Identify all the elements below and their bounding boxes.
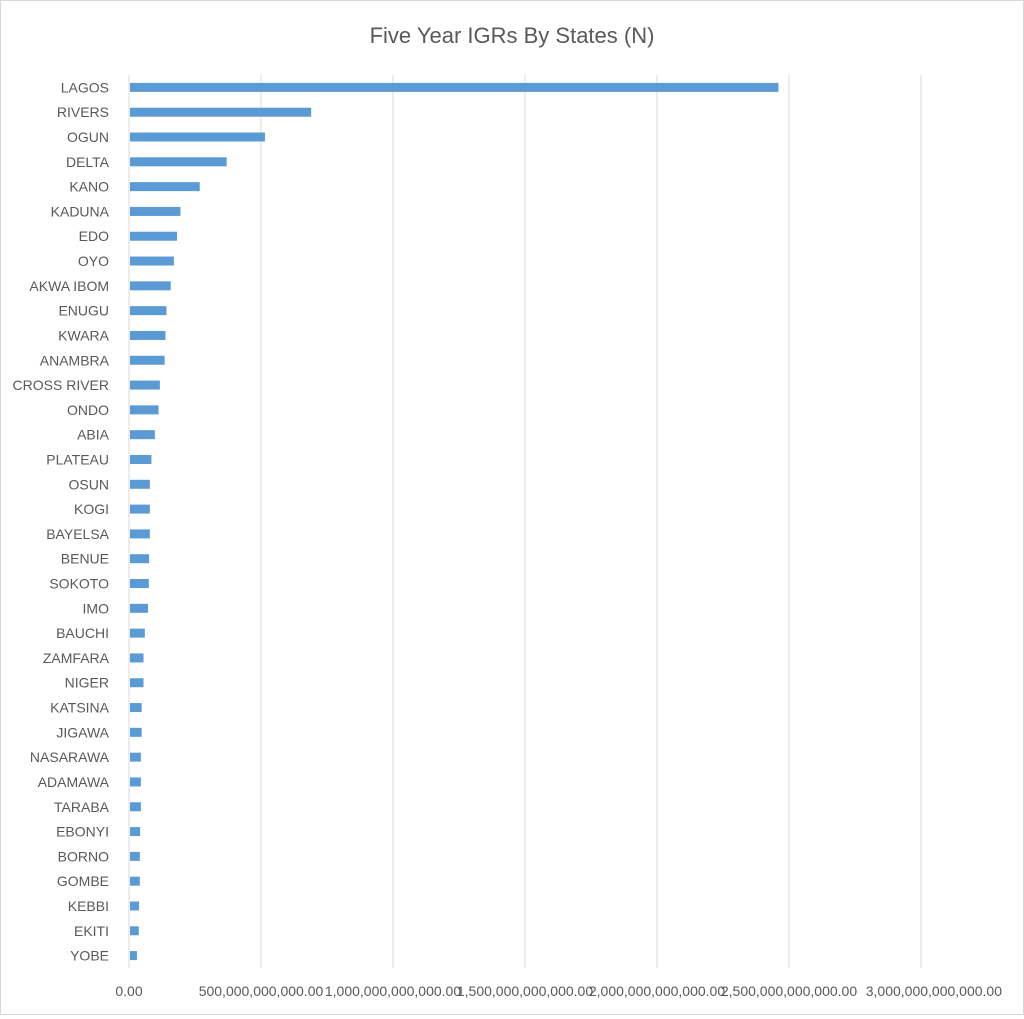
bar [130,901,140,911]
bar [130,653,144,663]
category-label: LAGOS [61,79,109,95]
category-label: PLATEAU [46,451,109,467]
bar [130,504,150,514]
category-label: ABIA [77,427,110,443]
bar [130,727,142,737]
bar [130,579,149,589]
category-label: NASARAWA [30,749,110,765]
bar [130,802,141,812]
x-tick-label: 500,000,000,000.00 [199,983,324,999]
category-label: OGUN [67,129,109,145]
bar [130,827,141,837]
category-label: DELTA [66,154,110,170]
bar [130,355,165,365]
category-label: EBONYI [56,824,109,840]
x-tick-label: 3,000,000,000,000.00 [866,983,1002,999]
bar [130,703,142,713]
category-label: RIVERS [57,104,109,120]
category-label: BAUCHI [56,625,109,641]
category-label: KWARA [58,327,109,343]
category-label: IMO [83,600,110,616]
x-tick-label: 1,500,000,000,000.00 [457,983,593,999]
category-label: KANO [69,179,109,195]
bar [130,405,159,415]
bar [130,529,150,539]
category-label: ADAMAWA [38,774,110,790]
bar [130,182,200,192]
category-label: ANAMBRA [40,352,110,368]
category-label: KATSINA [50,700,110,716]
category-label: CROSS RIVER [13,377,109,393]
category-label: AKWA IBOM [29,278,109,294]
bar [130,107,312,117]
bar [130,256,174,266]
category-label: NIGER [65,675,109,691]
category-label: EKITI [74,923,109,939]
bar [130,951,137,961]
category-labels: LAGOS RIVERS OGUN DELTA KANO KADUNA EDO OYO AKWA… [13,79,110,963]
category-label: ENUGU [58,303,109,319]
bar [130,678,144,688]
bars [130,82,779,961]
category-label: GOMBE [57,873,109,889]
category-label: SOKOTO [49,576,109,592]
bar [130,926,139,936]
x-tick-labels: 0.00 500,000,000,000.00 1,000,000,000,000.… [115,983,1002,999]
bar [130,876,140,886]
category-label: TARABA [54,799,110,815]
category-label: ONDO [67,402,109,418]
category-label: YOBE [70,948,109,964]
x-tick-label: 2,000,000,000,000.00 [589,983,725,999]
chart-title: Five Year IGRs By States (N) [370,23,655,48]
bar [130,231,178,241]
category-label: EDO [79,228,109,244]
category-label: ZAMFARA [43,650,110,666]
bar [130,554,150,564]
bar [130,82,779,92]
bar [130,777,141,787]
bar [130,206,181,216]
category-label: KEBBI [68,898,109,914]
category-label: BAYELSA [46,526,109,542]
bar [130,380,160,390]
bar [130,157,227,167]
bar [130,330,166,340]
bar [130,628,145,638]
x-tick-label: 1,000,000,000,000.00 [325,983,461,999]
gridlines [128,75,922,968]
category-label: JIGAWA [56,724,109,740]
bar [130,752,141,762]
bar [130,306,167,316]
category-label: KADUNA [51,203,110,219]
bar [130,851,140,861]
bar [130,132,265,142]
bar [130,454,152,464]
category-label: KOGI [74,501,109,517]
bar [130,603,149,613]
category-label: OSUN [69,476,109,492]
bar [130,281,171,291]
x-tick-label: 0.00 [115,983,142,999]
x-tick-label: 2,500,000,000,000.00 [721,983,857,999]
category-label: BORNO [58,848,109,864]
category-label: OYO [78,253,109,269]
category-label: BENUE [61,551,109,567]
bar [130,430,155,440]
bar [130,479,150,489]
